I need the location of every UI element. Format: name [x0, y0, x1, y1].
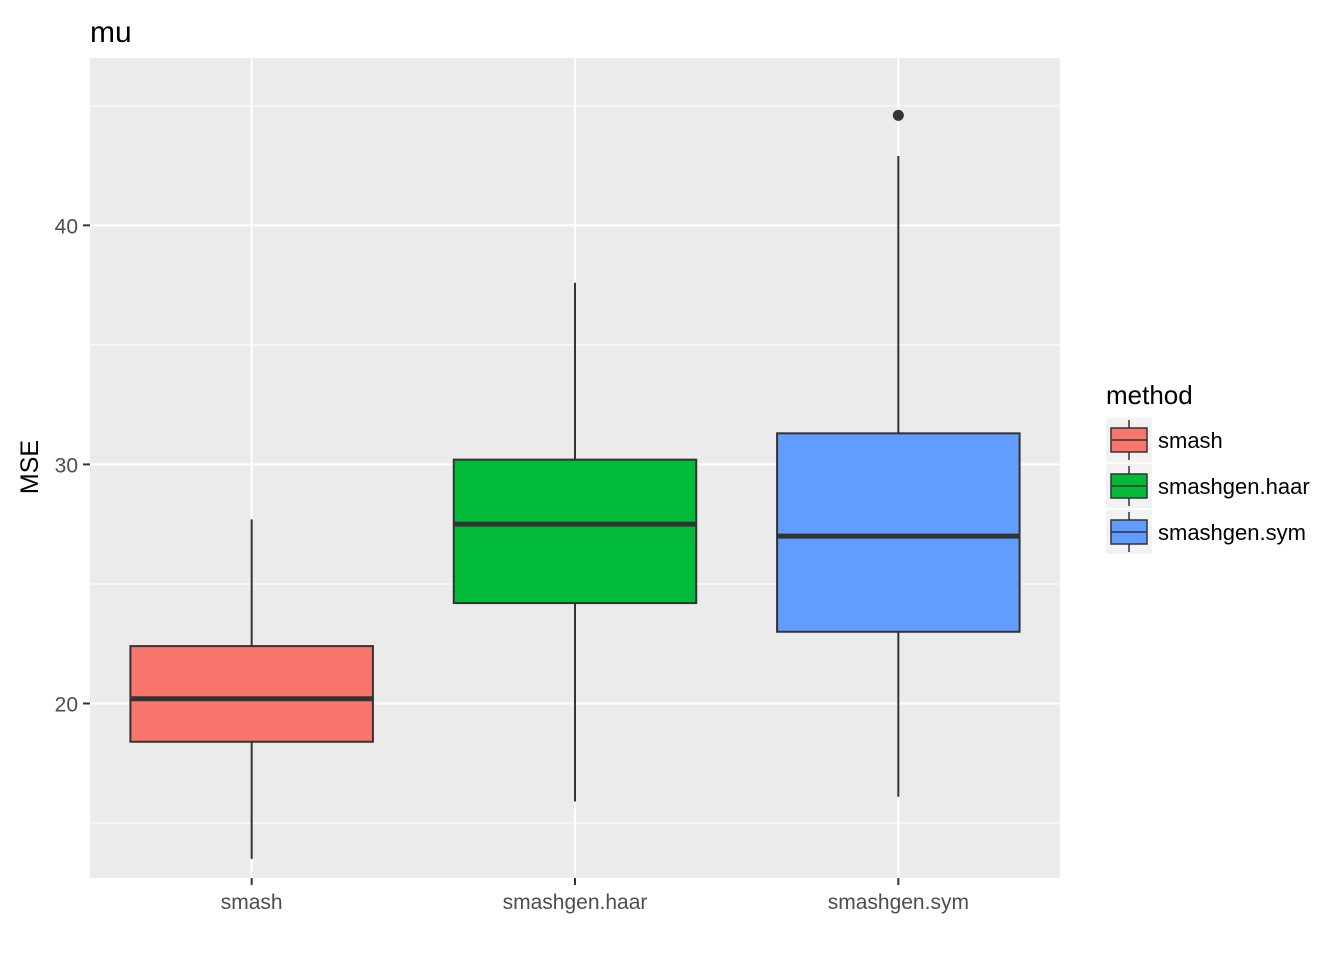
chart-title: mu: [90, 16, 132, 49]
box-smashgen-haar: [452, 458, 698, 605]
box-smashgen-sym: [776, 432, 1021, 633]
y-axis-label: MSE: [16, 440, 44, 494]
x-tick-label: smash: [221, 891, 283, 914]
y-tick-label: 40: [55, 215, 78, 238]
x-tick-label: smashgen.haar: [503, 891, 648, 914]
legend-label: smashgen.sym: [1158, 520, 1306, 545]
outlier-point: [892, 109, 904, 121]
y-tick-label: 30: [55, 454, 78, 477]
y-axis: 20 30 40: [55, 215, 90, 716]
box-smash: [129, 645, 374, 743]
x-tick-label: smashgen.sym: [828, 891, 969, 914]
box-layer: [129, 109, 1021, 859]
legend-label: smash: [1158, 428, 1223, 453]
legend-keys: smash smashgen.haar smashgen.sym: [1106, 418, 1310, 554]
x-axis: smash smashgen.haar smashgen.sym: [221, 878, 969, 914]
y-tick-label: 20: [55, 693, 78, 716]
legend-title: method: [1106, 380, 1193, 410]
legend: method smash smashgen.haar smashgen.sym: [1106, 380, 1310, 554]
legend-label: smashgen.haar: [1158, 474, 1310, 499]
